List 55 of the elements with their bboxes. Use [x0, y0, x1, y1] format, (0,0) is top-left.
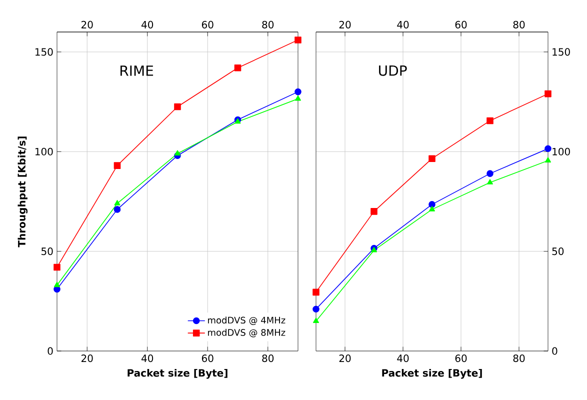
point [428, 155, 436, 162]
x-tick-label: 60 [455, 354, 467, 362]
point [294, 88, 302, 96]
legend-label: modDVS @ 4MHz [208, 316, 286, 325]
x2-tick-label: 40 [141, 20, 154, 28]
x2-tick-label: 80 [262, 20, 274, 28]
legend-label: modDVS @ 8MHz [208, 328, 286, 338]
y2-tick-label: 150 [552, 48, 570, 56]
point [545, 157, 551, 162]
point [544, 90, 552, 98]
x2-tick-label: 40 [397, 20, 409, 28]
y-axis-title: Throughput [Kbit/s] [18, 136, 28, 248]
point [370, 208, 378, 215]
point [428, 201, 436, 208]
point [487, 179, 493, 184]
y-tick-label: 100 [35, 148, 53, 156]
point [486, 117, 494, 124]
x-tick-label: 80 [262, 354, 274, 362]
y2-tick-label: 100 [552, 148, 570, 156]
point [174, 150, 180, 156]
y-tick-label: 50 [42, 248, 53, 256]
point [174, 103, 181, 110]
x2-tick-label: 60 [202, 20, 214, 28]
x-tick-label: 40 [397, 354, 409, 362]
x-tick-label: 20 [81, 354, 93, 362]
x-axis-title: Packet size [Byte] [382, 368, 482, 379]
x2-tick-label: 60 [455, 20, 467, 28]
text: UDP [379, 65, 407, 76]
point [313, 318, 319, 323]
y-tick-label: 150 [35, 48, 53, 56]
y2-tick-label: 50 [552, 248, 564, 256]
point [294, 36, 302, 44]
point [54, 264, 60, 271]
point [312, 306, 320, 313]
x-tick-label: 60 [202, 354, 214, 362]
point [429, 206, 435, 212]
x-tick-label: 40 [141, 354, 154, 362]
y-tick-label: 0 [48, 347, 53, 355]
point [544, 145, 552, 152]
point [54, 282, 60, 288]
text: RIME [120, 66, 154, 76]
point [312, 288, 320, 296]
x2-tick-label: 20 [339, 20, 351, 28]
point [114, 162, 121, 169]
point [114, 206, 121, 213]
x-axis-title: Packet size [Byte] [128, 368, 228, 379]
x-tick-label: 20 [339, 354, 351, 362]
y2-tick-label: 0 [552, 347, 558, 355]
point [294, 95, 301, 101]
x-tick-label: 80 [513, 354, 525, 362]
point [114, 200, 120, 206]
point [234, 64, 242, 72]
x2-tick-label: 20 [81, 20, 93, 28]
x2-tick-label: 80 [513, 20, 525, 28]
point [486, 170, 494, 177]
